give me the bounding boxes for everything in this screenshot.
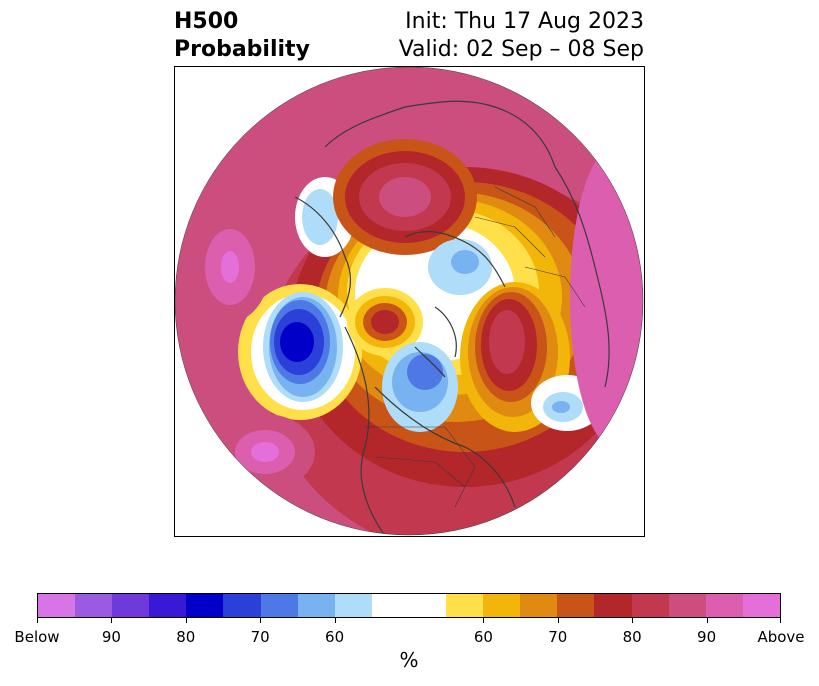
colorbar (37, 593, 781, 618)
colorbar-tick-mark (780, 618, 781, 623)
colorbar-tick-label: 80 (176, 628, 196, 646)
colorbar-segment-above-7 (668, 594, 706, 617)
colorbar-segment-below-8 (297, 594, 335, 617)
polar-map (175, 67, 644, 536)
colorbar-segment-below-4 (149, 594, 187, 617)
colorbar-tick-mark (557, 618, 559, 623)
valid-range-label: Valid: 02 Sep – 08 Sep (398, 37, 644, 62)
colorbar-segment-above-1 (446, 594, 484, 617)
colorbar-tick-label: Above (757, 628, 805, 646)
forecast-dates: Init: Thu 17 Aug 2023 Valid: 02 Sep – 08… (399, 8, 644, 64)
colorbar-tick-label: 70 (250, 628, 270, 646)
polar-map-panel (174, 66, 645, 537)
colorbar-tick-mark (185, 618, 187, 623)
colorbar-segment-above-9 (742, 594, 780, 617)
title-line-2: Probability (174, 37, 310, 62)
colorbar-tick-mark (260, 618, 262, 623)
colorbar-tick-label: Below (14, 628, 60, 646)
colorbar-segment-above-4 (557, 594, 595, 617)
colorbar-tick-mark (706, 618, 708, 623)
colorbar-tick-label: 70 (548, 628, 568, 646)
colorbar-segment-above-2 (483, 594, 521, 617)
init-date-label: Init: Thu 17 Aug 2023 (405, 9, 644, 34)
colorbar-tick-label: 90 (101, 628, 121, 646)
colorbar-segment-above-6 (631, 594, 669, 617)
colorbar-unit-label: % (399, 648, 419, 672)
colorbar-tick-mark (483, 618, 485, 623)
probability-field (175, 67, 643, 535)
colorbar-segment-below-2 (75, 594, 113, 617)
colorbar-tick-label: 90 (697, 628, 717, 646)
colorbar-segment-above-3 (520, 594, 558, 617)
colorbar-segment-above-8 (705, 594, 743, 617)
colorbar-segment-below-9 (334, 594, 372, 617)
colorbar-segment-below-3 (112, 594, 150, 617)
colorbar-segment-below-7 (260, 594, 298, 617)
colorbar-segment-neutral (371, 594, 447, 617)
colorbar-tick-mark (632, 618, 634, 623)
colorbar-segment-below-5 (186, 594, 224, 617)
colorbar-ticks (37, 618, 781, 626)
map-title: H500 Probability (174, 8, 310, 64)
coastlines (294, 100, 636, 535)
colorbar-segment-above-5 (594, 594, 632, 617)
colorbar-tick-mark (111, 618, 113, 623)
colorbar-tick-mark (37, 618, 38, 623)
colorbar-segment-below-1 (38, 594, 76, 617)
colorbar-tick-mark (334, 618, 336, 623)
colorbar-tick-label: 60 (473, 628, 493, 646)
colorbar-tick-label: 80 (622, 628, 642, 646)
title-line-1: H500 (174, 9, 239, 34)
colorbar-tick-label: 60 (325, 628, 345, 646)
colorbar-segment-below-6 (223, 594, 261, 617)
borders (365, 186, 586, 508)
